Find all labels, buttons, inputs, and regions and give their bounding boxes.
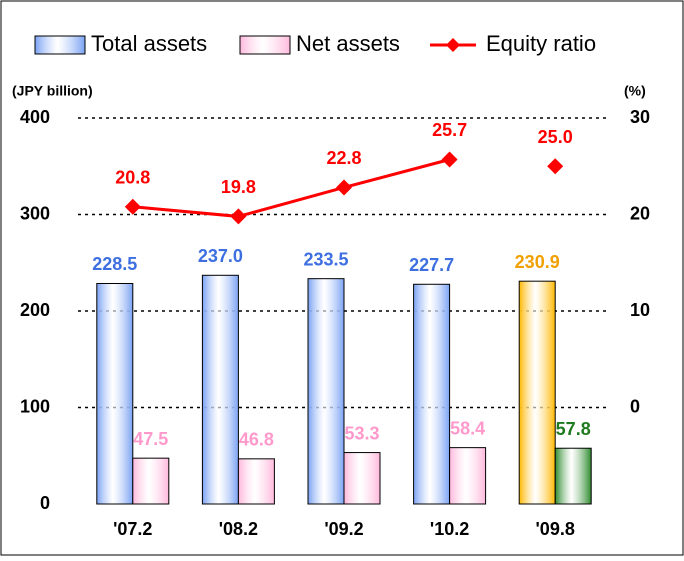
- y-axis-label: (JPY billion): [12, 83, 93, 99]
- x-tick-label: '09.8: [536, 519, 575, 539]
- x-tick-label: '10.2: [430, 519, 469, 539]
- marker: [230, 208, 247, 225]
- legend-label: Equity ratio: [486, 31, 596, 56]
- y-tick-label: 400: [20, 107, 50, 127]
- x-tick-label: '07.2: [113, 519, 152, 539]
- marker: [124, 198, 141, 215]
- legend-swatch: [239, 35, 291, 55]
- x-tick-label: '09.2: [324, 519, 363, 539]
- y2-axis-label: (%): [624, 83, 646, 99]
- data-label: 47.5: [133, 429, 168, 449]
- y2-tick-label: 10: [630, 300, 650, 320]
- y2-tick-label: 20: [630, 203, 650, 223]
- y-tick-label: 100: [20, 396, 50, 416]
- data-label: 227.7: [409, 255, 454, 275]
- bar: [307, 278, 345, 505]
- data-label: 228.5: [92, 254, 137, 274]
- marker: [336, 179, 352, 196]
- x-tick-label: '08.2: [219, 519, 258, 539]
- line: [132, 158, 450, 218]
- y-tick-label: 0: [40, 493, 50, 513]
- legend-swatch: [34, 35, 86, 55]
- bar: [343, 452, 381, 505]
- data-label: 237.0: [198, 246, 243, 266]
- legend-label: Total assets: [91, 31, 207, 56]
- legend-swatch: [446, 38, 460, 52]
- data-label: 58.4: [450, 418, 485, 438]
- bar: [518, 280, 556, 505]
- data-label: 57.8: [556, 419, 591, 439]
- data-label: 53.3: [344, 423, 379, 443]
- data-label: 20.8: [115, 168, 150, 188]
- marker: [547, 158, 564, 175]
- y2-tick-label: 30: [630, 107, 650, 127]
- data-label: 25.7: [432, 120, 467, 140]
- marker: [441, 151, 458, 168]
- data-label: 19.8: [221, 177, 256, 197]
- data-label: 25.0: [538, 127, 573, 147]
- bar: [237, 458, 275, 505]
- y2-tick-label: 0: [630, 396, 640, 416]
- legend-label: Net assets: [296, 31, 400, 56]
- data-label: 22.8: [326, 148, 361, 168]
- bar: [449, 447, 487, 505]
- bar: [201, 274, 239, 505]
- data-label: 230.9: [515, 252, 560, 272]
- bar: [96, 282, 134, 505]
- data-label: 46.8: [239, 430, 274, 450]
- bar: [413, 283, 451, 505]
- y-tick-label: 200: [20, 300, 50, 320]
- y-tick-label: 300: [20, 203, 50, 223]
- bar: [132, 457, 170, 505]
- data-label: 233.5: [303, 249, 348, 269]
- bar: [554, 447, 592, 505]
